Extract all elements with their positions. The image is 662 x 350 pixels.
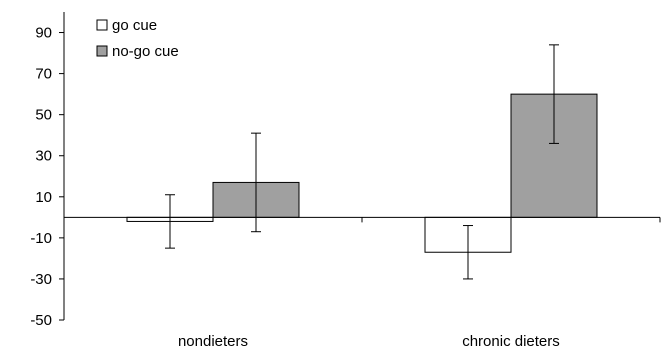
x-category-label: nondieters (178, 333, 248, 350)
y-tick-label: 50 (35, 107, 52, 124)
y-tick-label: 70 (35, 66, 52, 83)
x-category-label: chronic dieters (462, 333, 560, 350)
bars (126, 44, 598, 280)
legend: go cue no-go cue (96, 17, 179, 60)
y-tick-label: -10 (30, 230, 52, 247)
legend-swatch (96, 45, 108, 57)
y-tick-label: 10 (35, 189, 52, 206)
legend-label: go cue (112, 17, 157, 34)
y-tick-label: 90 (35, 25, 52, 42)
y-tick-label: 30 (35, 148, 52, 165)
x-axis: nondieters chronic dieters (63, 216, 661, 350)
legend-swatch (96, 19, 108, 31)
legend-label: no-go cue (112, 43, 179, 60)
y-tick-label: -30 (30, 271, 52, 288)
y-axis: 90 70 50 30 10 -10 -30 -50 (30, 12, 65, 329)
y-tick-label: -50 (30, 312, 52, 329)
